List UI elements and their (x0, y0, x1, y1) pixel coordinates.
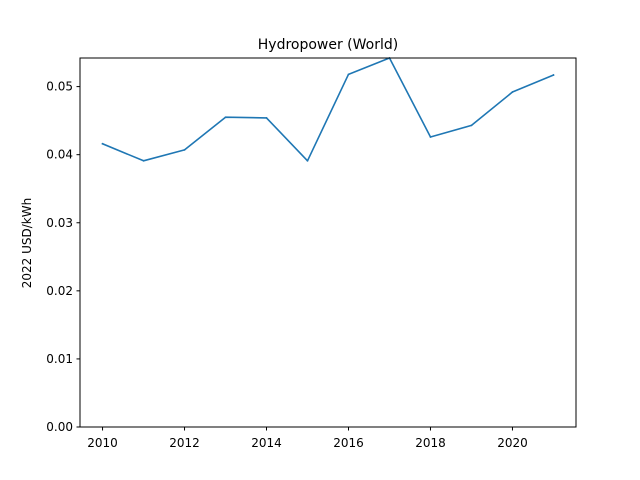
data-point (470, 124, 473, 127)
y-axis-label: 2022 USD/kWh (20, 198, 34, 288)
plot-frame (79, 57, 577, 428)
y-tick-label: 0.04 (46, 148, 73, 162)
x-tick-label: 2010 (87, 436, 118, 450)
data-point (552, 74, 555, 76)
data-point (142, 159, 145, 162)
x-tick-label: 2016 (333, 436, 364, 450)
y-tick-label: 0.05 (46, 80, 73, 94)
y-axis-ticks: 0.00 0.01 0.02 0.03 0.04 0.05 (46, 80, 80, 434)
y-tick-label: 0.00 (46, 420, 73, 434)
data-point (265, 117, 268, 119)
data-point (429, 136, 432, 138)
y-tick-label: 0.03 (46, 216, 73, 230)
data-point (306, 159, 309, 162)
data-point (183, 149, 186, 151)
y-tick-label: 0.01 (46, 352, 73, 366)
x-tick-label: 2018 (415, 436, 446, 450)
data-point (224, 116, 227, 119)
data-point (511, 91, 514, 93)
series-line (101, 57, 555, 162)
chart-title: Hydropower (World) (258, 37, 398, 53)
series-layer (101, 57, 555, 162)
y-tick-label: 0.02 (46, 284, 73, 298)
data-point (101, 142, 104, 145)
x-tick-label: 2020 (497, 436, 528, 450)
x-axis-ticks: 2010 2012 2014 2016 2018 2020 (87, 427, 528, 450)
data-point (347, 73, 350, 76)
x-tick-label: 2014 (251, 436, 282, 450)
x-tick-label: 2012 (169, 436, 200, 450)
